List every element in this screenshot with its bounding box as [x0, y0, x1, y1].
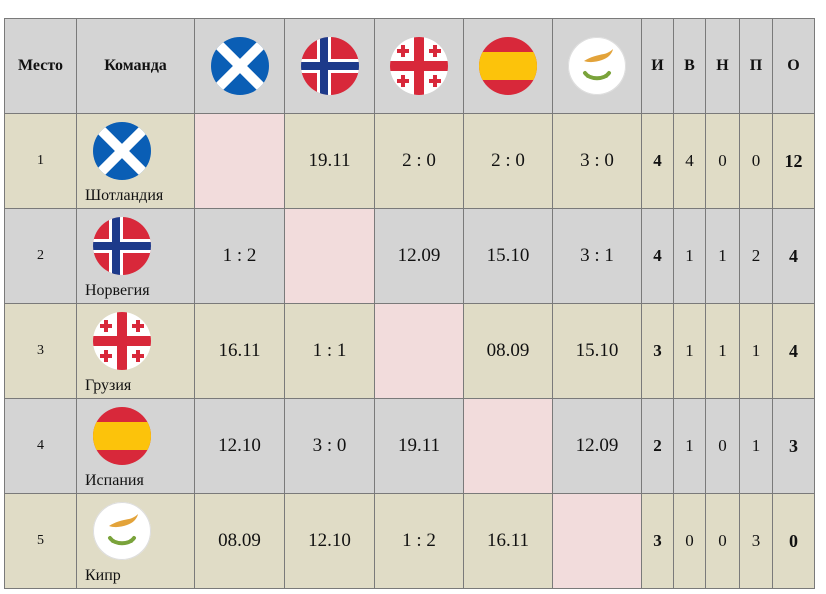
header-draws: Н [705, 18, 740, 114]
header-flag-norway [284, 18, 375, 114]
scotland-flag-icon [211, 37, 269, 95]
match-cell: 15.10 [463, 208, 553, 304]
spain-flag-icon [93, 407, 151, 465]
points-cell: 4 [772, 208, 815, 304]
place-cell: 2 [4, 208, 77, 304]
match-cell: 19.11 [374, 398, 464, 494]
match-cell: 3 : 0 [552, 113, 642, 209]
team-cell: Норвегия [76, 208, 195, 304]
spain-flag-icon [479, 37, 537, 95]
norway-flag-icon [93, 217, 151, 275]
match-cell: 3 : 0 [284, 398, 375, 494]
points-cell: 12 [772, 113, 815, 209]
points-cell: 4 [772, 303, 815, 399]
team-name: Грузия [85, 377, 132, 394]
games-cell: 3 [641, 493, 674, 589]
draws-cell: 0 [705, 398, 740, 494]
match-cell-self [194, 113, 285, 209]
team-cell: Шотландия [76, 113, 195, 209]
header-losses: П [739, 18, 773, 114]
losses-cell: 1 [739, 303, 773, 399]
table-row: 2 Норвегия 1 : 2 12.09 15.10 3 : 1 4 1 1… [4, 208, 815, 304]
place-cell: 1 [4, 113, 77, 209]
wins-cell: 1 [673, 303, 706, 399]
team-cell: Испания [76, 398, 195, 494]
header-flag-cyprus [552, 18, 642, 114]
match-cell: 08.09 [194, 493, 285, 589]
match-cell: 15.10 [552, 303, 642, 399]
table-row: 3 Грузия 16.11 1 : 1 08.09 15.10 3 1 1 1… [4, 303, 815, 399]
match-cell-self [463, 398, 553, 494]
games-cell: 4 [641, 208, 674, 304]
match-cell: 3 : 1 [552, 208, 642, 304]
header-wins: В [673, 18, 706, 114]
wins-cell: 1 [673, 398, 706, 494]
team-name: Кипр [85, 567, 121, 584]
match-cell: 16.11 [463, 493, 553, 589]
header-flag-scotland [194, 18, 285, 114]
match-cell: 1 : 1 [284, 303, 375, 399]
header-row: Место Команда И В Н П О [4, 18, 815, 114]
standings-table: Место Команда И В Н П О 1 Шотландия 19.1… [4, 18, 815, 589]
losses-cell: 0 [739, 113, 773, 209]
match-cell: 12.09 [552, 398, 642, 494]
points-cell: 3 [772, 398, 815, 494]
losses-cell: 1 [739, 398, 773, 494]
header-place: Место [4, 18, 77, 114]
header-flag-spain [463, 18, 553, 114]
place-cell: 3 [4, 303, 77, 399]
wins-cell: 1 [673, 208, 706, 304]
draws-cell: 0 [705, 113, 740, 209]
match-cell: 12.09 [374, 208, 464, 304]
match-cell: 08.09 [463, 303, 553, 399]
header-flag-georgia [374, 18, 464, 114]
team-name: Шотландия [85, 187, 164, 204]
header-team: Команда [76, 18, 195, 114]
team-name: Испания [85, 472, 144, 489]
norway-flag-icon [301, 37, 359, 95]
header-games: И [641, 18, 674, 114]
place-cell: 5 [4, 493, 77, 589]
place-cell: 4 [4, 398, 77, 494]
georgia-flag-icon [390, 37, 448, 95]
match-cell: 1 : 2 [194, 208, 285, 304]
games-cell: 2 [641, 398, 674, 494]
losses-cell: 3 [739, 493, 773, 589]
wins-cell: 4 [673, 113, 706, 209]
match-cell: 2 : 0 [374, 113, 464, 209]
draws-cell: 1 [705, 208, 740, 304]
match-cell: 16.11 [194, 303, 285, 399]
match-cell: 12.10 [284, 493, 375, 589]
team-cell: Грузия [76, 303, 195, 399]
match-cell: 19.11 [284, 113, 375, 209]
match-cell-self [552, 493, 642, 589]
losses-cell: 2 [739, 208, 773, 304]
games-cell: 4 [641, 113, 674, 209]
match-cell-self [284, 208, 375, 304]
points-cell: 0 [772, 493, 815, 589]
match-cell: 1 : 2 [374, 493, 464, 589]
cyprus-flag-icon [568, 37, 626, 95]
header-points: О [772, 18, 815, 114]
wins-cell: 0 [673, 493, 706, 589]
team-name: Норвегия [85, 282, 150, 299]
scotland-flag-icon [93, 122, 151, 180]
cyprus-flag-icon [93, 502, 151, 560]
georgia-flag-icon [93, 312, 151, 370]
table-row: 4 Испания 12.10 3 : 0 19.11 12.09 2 1 0 … [4, 398, 815, 494]
match-cell-self [374, 303, 464, 399]
table-row: 1 Шотландия 19.11 2 : 0 2 : 0 3 : 0 4 4 … [4, 113, 815, 209]
match-cell: 12.10 [194, 398, 285, 494]
games-cell: 3 [641, 303, 674, 399]
draws-cell: 1 [705, 303, 740, 399]
table-row: 5 Кипр 08.09 12.10 1 : 2 16.11 3 0 0 3 0 [4, 493, 815, 589]
team-cell: Кипр [76, 493, 195, 589]
match-cell: 2 : 0 [463, 113, 553, 209]
draws-cell: 0 [705, 493, 740, 589]
